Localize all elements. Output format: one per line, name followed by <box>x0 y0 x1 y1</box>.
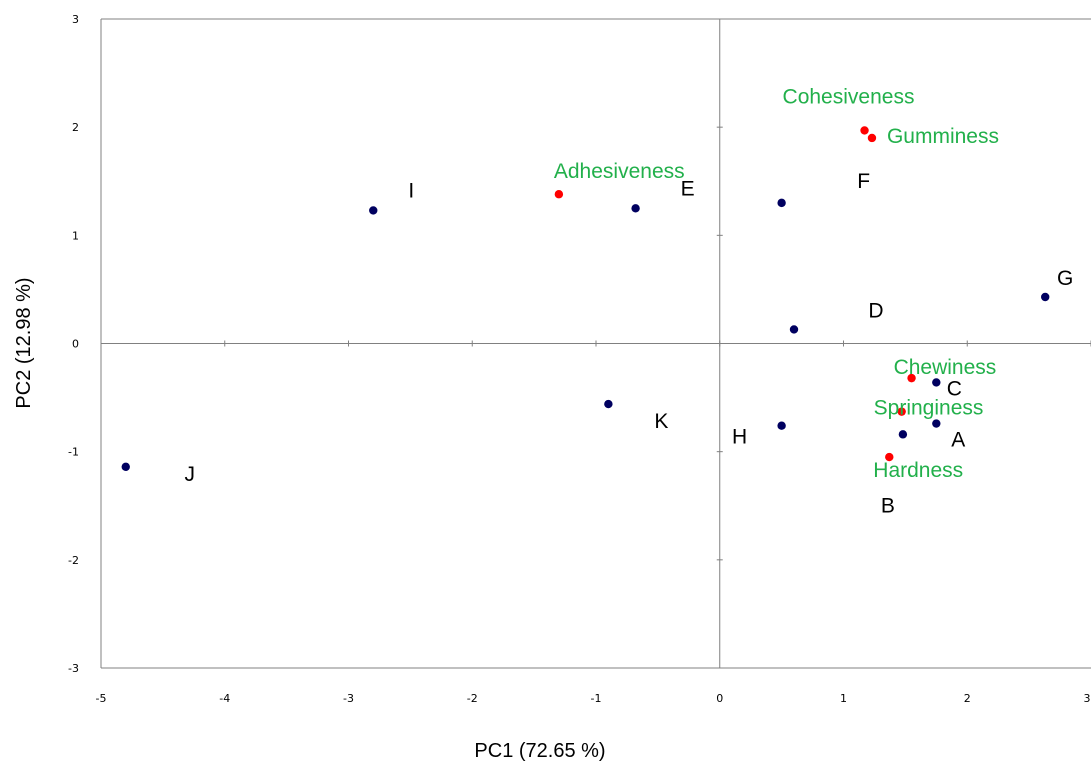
observation-label-c: C <box>947 377 962 400</box>
observation-label-g: G <box>1057 267 1073 290</box>
variable-label-springiness: Springiness <box>874 397 984 420</box>
y-tick-label: -3 <box>68 662 79 675</box>
y-axis-title: PC2 (12.98 %) <box>13 277 35 408</box>
variable-label-adhesiveness: Adhesiveness <box>554 160 685 183</box>
variable-label-chewiness: Chewiness <box>894 356 997 379</box>
observation-point-g <box>1041 292 1050 302</box>
x-tick-label: 1 <box>840 692 847 705</box>
x-tick-label: -1 <box>591 692 602 705</box>
variable-point-adhesiveness <box>554 190 564 199</box>
observation-point-a <box>932 419 941 428</box>
x-tick-label: 2 <box>964 692 971 705</box>
y-tick-label: 0 <box>72 338 79 351</box>
x-tick-label: -2 <box>467 692 478 705</box>
observation-point-i <box>369 206 378 215</box>
variable-point-cohesiveness <box>860 126 869 135</box>
x-tick-label: 0 <box>716 692 723 705</box>
x-axis-title: PC1 (72.65 %) <box>474 740 605 762</box>
observation-label-k: K <box>654 410 668 433</box>
observation-point-k <box>604 399 613 409</box>
observation-label-h: H <box>732 426 747 449</box>
variable-label-cohesiveness: Cohesiveness <box>783 85 915 108</box>
observation-label-i: I <box>408 179 414 202</box>
observation-label-a: A <box>951 429 965 452</box>
variable-point-chewiness <box>907 373 916 383</box>
observation-point-b <box>898 430 908 439</box>
x-tick-label: -4 <box>219 692 230 705</box>
variable-label-hardness: Hardness <box>873 459 963 482</box>
observation-label-j: J <box>185 463 196 486</box>
observation-label-e: E <box>681 177 695 200</box>
y-tick-label: 3 <box>72 13 79 26</box>
y-tick-label: 2 <box>72 121 79 134</box>
observation-label-d: D <box>868 299 883 322</box>
observation-point-e <box>631 204 640 213</box>
x-tick-label: 3 <box>1084 692 1091 705</box>
data-points <box>121 126 1050 472</box>
variable-point-gumminess <box>867 133 877 143</box>
variable-label-gumminess: Gumminess <box>887 125 999 148</box>
observation-point-h <box>777 421 786 430</box>
x-tick-label: -3 <box>343 692 354 705</box>
observation-point-d <box>789 325 799 334</box>
variable-point-hardness <box>885 452 894 462</box>
observation-label-b: B <box>881 494 895 517</box>
y-tick-label: 1 <box>72 229 79 242</box>
y-tick-label: -1 <box>68 446 79 459</box>
variable-point-springiness <box>897 407 906 416</box>
observation-point-j <box>121 462 130 472</box>
observation-point-f <box>777 198 786 208</box>
y-tick-label: -2 <box>68 554 79 567</box>
x-tick-label: -5 <box>96 692 107 705</box>
ticks: -5 -4 -3 -2 -1 0 1 2 3 -3 -2 -1 0 1 2 3 <box>68 13 1091 705</box>
point-labels: A B C D E F G H I J K Adhesiveness Cohesiveness Gummi… <box>185 85 1074 517</box>
observation-label-f: F <box>857 170 870 193</box>
observation-point-c <box>932 378 941 387</box>
